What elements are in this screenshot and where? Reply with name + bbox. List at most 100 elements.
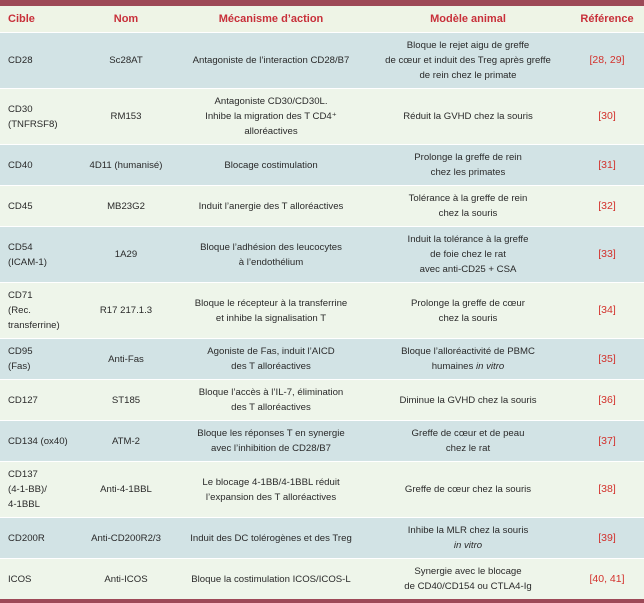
table-row: CD134 (ox40) ATM-2 Bloque les réponses T e… [0, 420, 644, 462]
cell-line: de cœur et induit des Treg après greffe [385, 55, 551, 66]
cell-line: CD54 [8, 241, 33, 253]
cell-line: (Fas) [8, 361, 31, 372]
cell-mecanisme: Bloque l’adhésion des leucocytes à l’endo… [176, 226, 366, 283]
table-row: CD40 4D11 (humanisé) Blocage costimulation… [0, 144, 644, 186]
cell-reference: [35] [570, 338, 644, 380]
cell-reference: [30] [570, 88, 644, 145]
cell-line: Synergie avec le blocage [414, 566, 522, 577]
cell-cible: CD30 (TNFRSF8) [0, 88, 76, 145]
cell-cible: CD95 (Fas) [0, 338, 76, 380]
cell-line: transferrine) [8, 320, 60, 331]
cell-line: humaines [431, 361, 474, 372]
cell-mecanisme: Blocage costimulation [176, 144, 366, 186]
cell-cible: CD137 (4-1-BB)/ 4-1BBL [0, 461, 76, 518]
cell-line: Bloque le rejet aigu de greffe [406, 40, 530, 51]
cell-reference: [31] [570, 144, 644, 186]
header-cible: Cible [0, 6, 76, 33]
cell-line: chez la souris [438, 208, 498, 219]
table-row: CD200R Anti-CD200R2/3 Induit des DC toléro… [0, 517, 644, 559]
cell-nom: Anti-4-1BBL [76, 461, 176, 518]
cell-reference: [40, 41] [570, 558, 644, 599]
cell-line: Bloque l’adhésion des leucocytes [200, 241, 342, 253]
cell-line: Réduit la GVHD chez la souris [403, 111, 533, 122]
cell-modele: Prolonge la greffe de rein chez les prima… [366, 144, 570, 186]
cell-line: Tolérance à la greffe de rein [408, 193, 528, 204]
cell-line: avec l’inhibition de CD28/B7 [211, 443, 331, 454]
header-mecanisme: Mécanisme d’action [176, 6, 366, 33]
cell-cible: CD200R [0, 517, 76, 559]
cell-line: (ICAM-1) [8, 256, 47, 268]
cell-modele: Greffe de cœur et de peau chez le rat [366, 420, 570, 462]
cell-cible: CD28 [0, 32, 76, 89]
cell-line: Bloque l’alloréactivité de PBMC [401, 346, 535, 357]
cell-modele: Induit la tolérance à la greffe de foie c… [366, 226, 570, 283]
cell-line: Prolonge la greffe de rein [414, 152, 522, 163]
cell-mecanisme: Agoniste de Fas, induit l’AICD des T allo… [176, 338, 366, 380]
cell-nom: 4D11 (humanisé) [76, 144, 176, 186]
cell-mecanisme: Antagoniste CD30/CD30L. Inhibe la migrati… [176, 88, 366, 145]
cell-line: Induit la tolérance à la greffe [407, 234, 529, 245]
cell-line: CD45 [8, 200, 33, 212]
data-table: Cible Nom Mécanisme d’action Modèle anim… [0, 6, 644, 599]
cell-line: avec anti-CD25 + CSA [419, 264, 517, 275]
cell-line: CD40 [8, 159, 33, 171]
cell-modele: Bloque l’alloréactivité de PBMC humaines … [366, 338, 570, 380]
cell-line: chez la souris [438, 312, 498, 324]
cell-line: (4-1-BB)/ [8, 484, 47, 495]
cell-line: Bloque l’accès à l’IL-7, élimination [198, 387, 344, 398]
cell-line: Antagoniste CD30/CD30L. [214, 96, 328, 107]
cell-mecanisme: Bloque l’accès à l’IL-7, élimination des … [176, 379, 366, 421]
cell-line: CD200R [8, 532, 45, 544]
cell-line: (TNFRSF8) [8, 118, 58, 130]
cell-line: CD127 [8, 394, 38, 406]
cell-cible: CD134 (ox40) [0, 420, 76, 462]
cell-line: CD28 [8, 55, 33, 66]
cell-cible: CD127 [0, 379, 76, 421]
cell-modele: Bloque le rejet aigu de greffe de cœur et… [366, 32, 570, 89]
cell-line: de rein chez le primate [419, 70, 517, 81]
cell-line: à l’endothélium [238, 256, 304, 268]
cell-cible: CD40 [0, 144, 76, 186]
cell-nom: Anti-CD200R2/3 [76, 517, 176, 559]
cell-modele: Greffe de cœur chez la souris [366, 461, 570, 518]
cell-nom: RM153 [76, 88, 176, 145]
cell-line: de CD40/CD154 ou CTLA4-Ig [404, 581, 532, 592]
cell-nom: Anti-ICOS [76, 558, 176, 599]
cell-reference: [38] [570, 461, 644, 518]
cell-line: Bloque les réponses T en synergie [197, 428, 345, 439]
cell-mecanisme: Induit des DC tolérogènes et des Treg [176, 517, 366, 559]
header-row: Cible Nom Mécanisme d’action Modèle anim… [0, 6, 644, 33]
cell-line: Diminue la GVHD chez la souris [399, 394, 537, 406]
header-modele: Modèle animal [366, 6, 570, 33]
cell-mecanisme: Bloque la costimulation ICOS/ICOS-L [176, 558, 366, 599]
cell-nom: ATM-2 [76, 420, 176, 462]
cell-reference: [28, 29] [570, 32, 644, 89]
cell-nom: R17 217.1.3 [76, 282, 176, 339]
table-row: CD137 (4-1-BB)/4-1BBL Anti-4-1BBL Le blocag… [0, 461, 644, 518]
cell-line: l’expansion des T alloréactives [205, 491, 337, 503]
cell-reference: [32] [570, 185, 644, 227]
cell-mecanisme: Bloque le récepteur à la transferrine et … [176, 282, 366, 339]
cell-line: Le blocage 4-1BB/4-1BBL réduit [202, 476, 340, 488]
bottom-rule [0, 599, 644, 603]
cell-modele: Diminue la GVHD chez la souris [366, 379, 570, 421]
table-row: CD30 (TNFRSF8) RM153 Antagoniste CD30/CD30L… [0, 88, 644, 145]
cell-line: Blocage costimulation [224, 159, 318, 171]
cell-line: 4-1BBL [8, 499, 40, 510]
top-rule [0, 0, 644, 6]
cell-reference: [36] [570, 379, 644, 421]
cell-line: et inhibe la signalisation T [215, 312, 327, 324]
cell-line: alloréactives [244, 126, 298, 137]
table-row: CD54 (ICAM-1) 1A29 Bloque l’adhésion des le… [0, 226, 644, 283]
cell-line: Greffe de cœur chez la souris [404, 484, 532, 495]
cell-line: CD30 [8, 103, 33, 115]
cell-reference: [34] [570, 282, 644, 339]
cell-line: Prolonge la greffe de cœur [411, 297, 525, 309]
table-row: ICOS Anti-ICOS Bloque la costimulation ICO… [0, 558, 644, 599]
cell-cible: CD54 (ICAM-1) [0, 226, 76, 283]
table-row: CD28 Sc28AT Antagoniste de l’interaction C… [0, 32, 644, 89]
header-reference: Référence [570, 6, 644, 33]
cell-line: Bloque la costimulation ICOS/ICOS-L [191, 573, 351, 585]
cell-line: in vitro [476, 361, 505, 372]
cell-modele: Réduit la GVHD chez la souris [366, 88, 570, 145]
